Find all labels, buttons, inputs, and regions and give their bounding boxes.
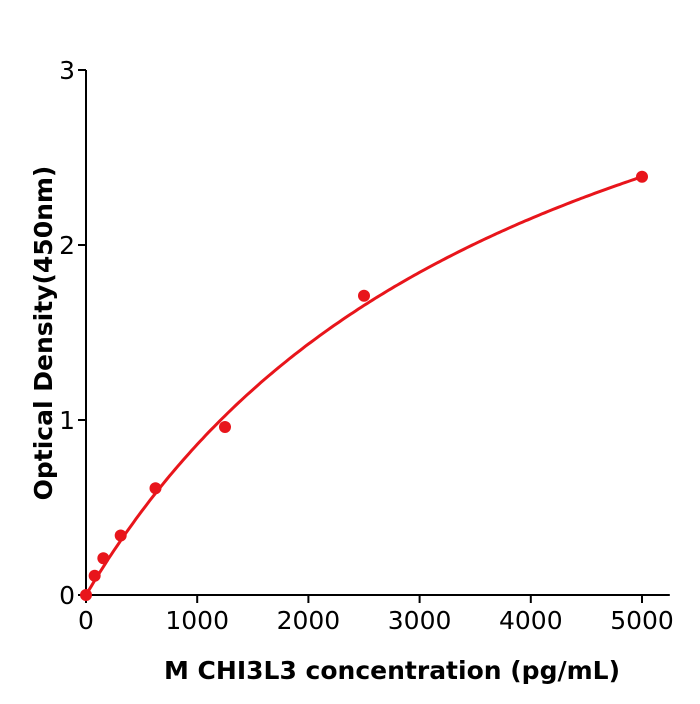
data-point <box>219 421 231 433</box>
y-axis-label: Optical Density(450nm) <box>29 166 58 501</box>
x-axis-label: M CHI3L3 concentration (pg/mL) <box>164 656 620 685</box>
data-point <box>114 529 127 542</box>
x-tick-label: 3000 <box>388 606 452 635</box>
data-point <box>358 289 370 302</box>
x-tick-label: 4000 <box>499 606 563 635</box>
data-points <box>80 170 648 601</box>
x-tick-label: 0 <box>78 606 94 635</box>
data-point <box>80 589 92 601</box>
y-tick-label: 3 <box>59 56 75 85</box>
fit-curve <box>84 175 643 596</box>
x-tick-label: 1000 <box>165 606 229 635</box>
data-point <box>97 552 110 565</box>
x-tick-label: 5000 <box>610 606 674 635</box>
data-point <box>88 569 101 582</box>
y-tick-label: 1 <box>59 406 75 435</box>
axes: 0 1000 2000 3000 4000 5000 0 1 2 3 <box>59 56 674 635</box>
data-point <box>636 170 648 183</box>
data-point <box>149 482 162 495</box>
y-tick-label: 0 <box>59 581 75 610</box>
x-tick-label: 2000 <box>277 606 341 635</box>
y-tick-label: 2 <box>59 231 75 260</box>
